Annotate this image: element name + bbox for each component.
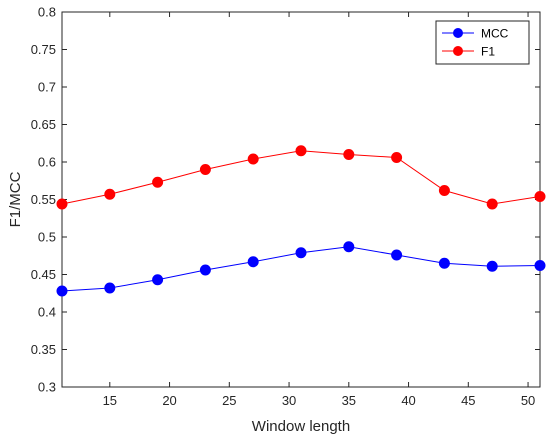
series-f1: [56, 145, 546, 210]
data-point-f1: [438, 185, 450, 196]
legend-marker-mcc: [453, 28, 463, 38]
y-tick-label: 0.55: [31, 192, 56, 207]
data-point-mcc: [56, 285, 68, 297]
x-axis: 15 20 25 30 35 40 45 50: [103, 12, 535, 408]
data-point-mcc: [534, 260, 546, 271]
x-tick-label: 40: [401, 393, 415, 408]
x-axis-title: Window length: [252, 418, 350, 435]
x-tick-label: 20: [162, 393, 176, 408]
data-point-mcc: [438, 257, 450, 269]
data-point-f1: [534, 191, 546, 202]
legend-item-f1: F1: [442, 45, 495, 59]
y-tick-label: 0.75: [31, 42, 56, 57]
data-point-mcc: [343, 241, 355, 253]
series-mcc: [56, 241, 546, 297]
x-tick-label: 50: [521, 393, 535, 408]
legend-item-mcc: MCC: [442, 27, 509, 41]
data-point-f1: [104, 188, 116, 200]
x-tick-label: 25: [222, 393, 236, 408]
data-point-mcc: [104, 282, 116, 294]
x-tick-label: 35: [342, 393, 356, 408]
data-point-mcc: [247, 256, 259, 268]
legend: MCC F1: [435, 20, 530, 65]
data-point-f1: [152, 176, 164, 188]
data-point-mcc: [391, 249, 403, 261]
data-point-mcc: [486, 260, 498, 272]
y-tick-label: 0.7: [38, 80, 56, 95]
x-tick-label: 45: [461, 393, 475, 408]
data-point-f1: [391, 152, 403, 163]
data-point-f1: [247, 153, 259, 165]
y-tick-label: 0.45: [31, 267, 56, 282]
data-point-mcc: [152, 274, 164, 286]
plot-area: [61, 11, 541, 388]
y-axis: 0.3 0.35 0.4 0.45 0.5 0.55 0.6 0.65 0.7 0.75 0.8: [31, 5, 540, 395]
plot-frame: [61, 11, 541, 388]
y-axis-title: F1/MCC: [7, 171, 24, 227]
data-point-f1: [56, 198, 68, 210]
data-point-f1: [486, 198, 498, 210]
y-tick-label: 0.3: [38, 380, 56, 395]
series-layer: [56, 145, 546, 297]
data-point-mcc: [295, 247, 307, 259]
y-tick-label: 0.5: [38, 230, 56, 245]
data-point-f1: [199, 164, 211, 175]
y-tick-label: 0.65: [31, 117, 56, 132]
x-tick-label: 15: [103, 393, 117, 408]
y-tick-label: 0.4: [38, 305, 56, 320]
legend-label-f1: F1: [481, 45, 495, 59]
y-tick-label: 0.35: [31, 342, 56, 357]
legend-label-mcc: MCC: [481, 27, 509, 41]
legend-box: [435, 20, 530, 65]
x-tick-label: 30: [282, 393, 296, 408]
legend-marker-f1: [453, 46, 463, 56]
y-tick-label: 0.6: [38, 155, 56, 170]
y-tick-label: 0.8: [38, 5, 56, 20]
data-point-mcc: [199, 264, 211, 276]
data-point-f1: [295, 145, 307, 157]
data-point-f1: [343, 149, 355, 160]
